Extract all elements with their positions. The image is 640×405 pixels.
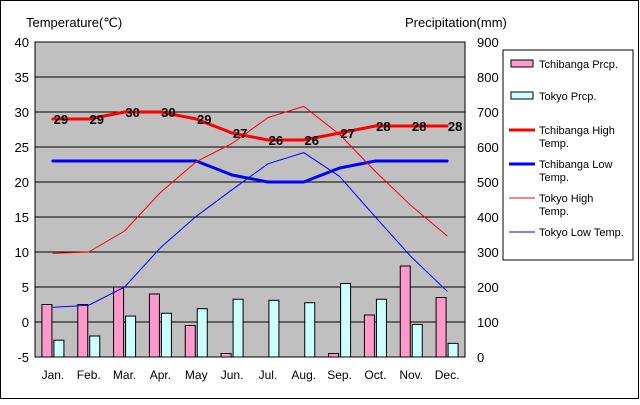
data-label: 26 [269,133,283,148]
left-tick-label: 0 [22,315,29,330]
legend-swatch-bar [510,91,534,100]
bar-tchibanga [220,353,232,358]
x-tick-label: Aug. [291,368,316,382]
bar-tokyo [53,339,65,358]
legend-label: Tokyo High [539,193,593,205]
bar-tokyo [447,342,459,358]
right-tick-label: 700 [477,105,499,120]
x-tick-label: Oct. [364,368,386,382]
left-tick-label: 25 [15,140,29,155]
right-tick-label: 600 [477,140,499,155]
left-tick-label: 30 [15,105,29,120]
legend: Tchibanga Prcp. Tokyo Prcp. Tchibanga High… [502,49,634,261]
plot-area: -505101520253035400100200300400500600700… [15,35,499,382]
left-tick-label: -5 [17,350,29,365]
legend-label: Tchibanga Prcp. [539,59,618,71]
right-tick-label: 0 [477,350,484,365]
right-tick-label: 200 [477,280,499,295]
legend-label: Tokyo Low Temp. [539,227,624,239]
bar-tchibanga [148,293,160,358]
left-tick-label: 35 [15,70,29,85]
bar-tchibanga [435,297,447,358]
legend-swatch-bar [510,59,534,68]
x-tick-label: Dec. [435,368,460,382]
data-label: 28 [448,119,462,134]
data-label: 28 [412,119,426,134]
x-tick-label: Jan. [42,368,65,382]
bar-tokyo [89,335,101,358]
bar-tchibanga [399,265,411,358]
legend-label: Temp. [539,206,569,218]
line-series-1 [51,159,449,184]
data-label: 28 [376,119,390,134]
line-series-3 [52,152,448,308]
legend-box [502,49,634,261]
bar-tchibanga [328,353,340,358]
legend-label: Tchibanga Low [539,159,612,171]
plot-background [34,41,466,358]
left-tick-label: 15 [15,210,29,225]
x-tick-label: Apr. [150,368,171,382]
bar-tokyo [411,323,423,358]
bar-tokyo [232,298,244,358]
data-label: 26 [305,133,319,148]
x-tick-label: Sep. [327,368,352,382]
left-tick-label: 5 [22,280,29,295]
bar-tokyo [340,283,352,358]
bar-tokyo [375,298,387,358]
right-tick-label: 500 [477,175,499,190]
x-tick-label: Jul. [259,368,278,382]
bar-tokyo [125,315,137,358]
bar-tchibanga [113,286,125,358]
data-label: 29 [197,112,211,127]
line-series-0 [51,110,449,142]
data-label: 29 [90,112,104,127]
legend-label: Tchibanga High [539,125,615,137]
left-tick-label: 40 [15,35,29,50]
right-tick-label: 300 [477,245,499,260]
x-tick-label: Jun. [221,368,244,382]
legend-label: Temp. [539,138,569,150]
bar-tokyo [304,302,316,358]
right-axis-title: Precipitation(mm) [405,15,507,30]
data-label: 27 [340,126,354,141]
line-series-2 [52,105,448,254]
right-tick-label: 100 [477,315,499,330]
left-tick-label: 10 [15,245,29,260]
data-label: 30 [125,105,139,120]
bar-tchibanga [41,304,53,358]
data-label: 27 [233,126,247,141]
right-tick-label: 400 [477,210,499,225]
bar-tokyo [196,308,208,358]
data-label: 29 [54,112,68,127]
bar-tokyo [160,312,172,358]
x-tick-label: Nov. [399,368,423,382]
bar-tchibanga [184,325,196,358]
right-tick-label: 800 [477,70,499,85]
legend-label: Tokyo Prcp. [539,91,596,103]
left-tick-label: 20 [15,175,29,190]
x-tick-label: Feb. [77,368,101,382]
legend-label: Temp. [539,172,569,184]
left-axis-title: Temperature(℃) [26,15,122,30]
bar-tchibanga [363,314,375,358]
x-tick-label: Mar. [113,368,136,382]
data-label: 30 [161,105,175,120]
right-tick-label: 900 [477,35,499,50]
bar-tokyo [268,299,280,358]
bar-tchibanga [77,304,89,358]
x-tick-label: May [185,368,208,382]
